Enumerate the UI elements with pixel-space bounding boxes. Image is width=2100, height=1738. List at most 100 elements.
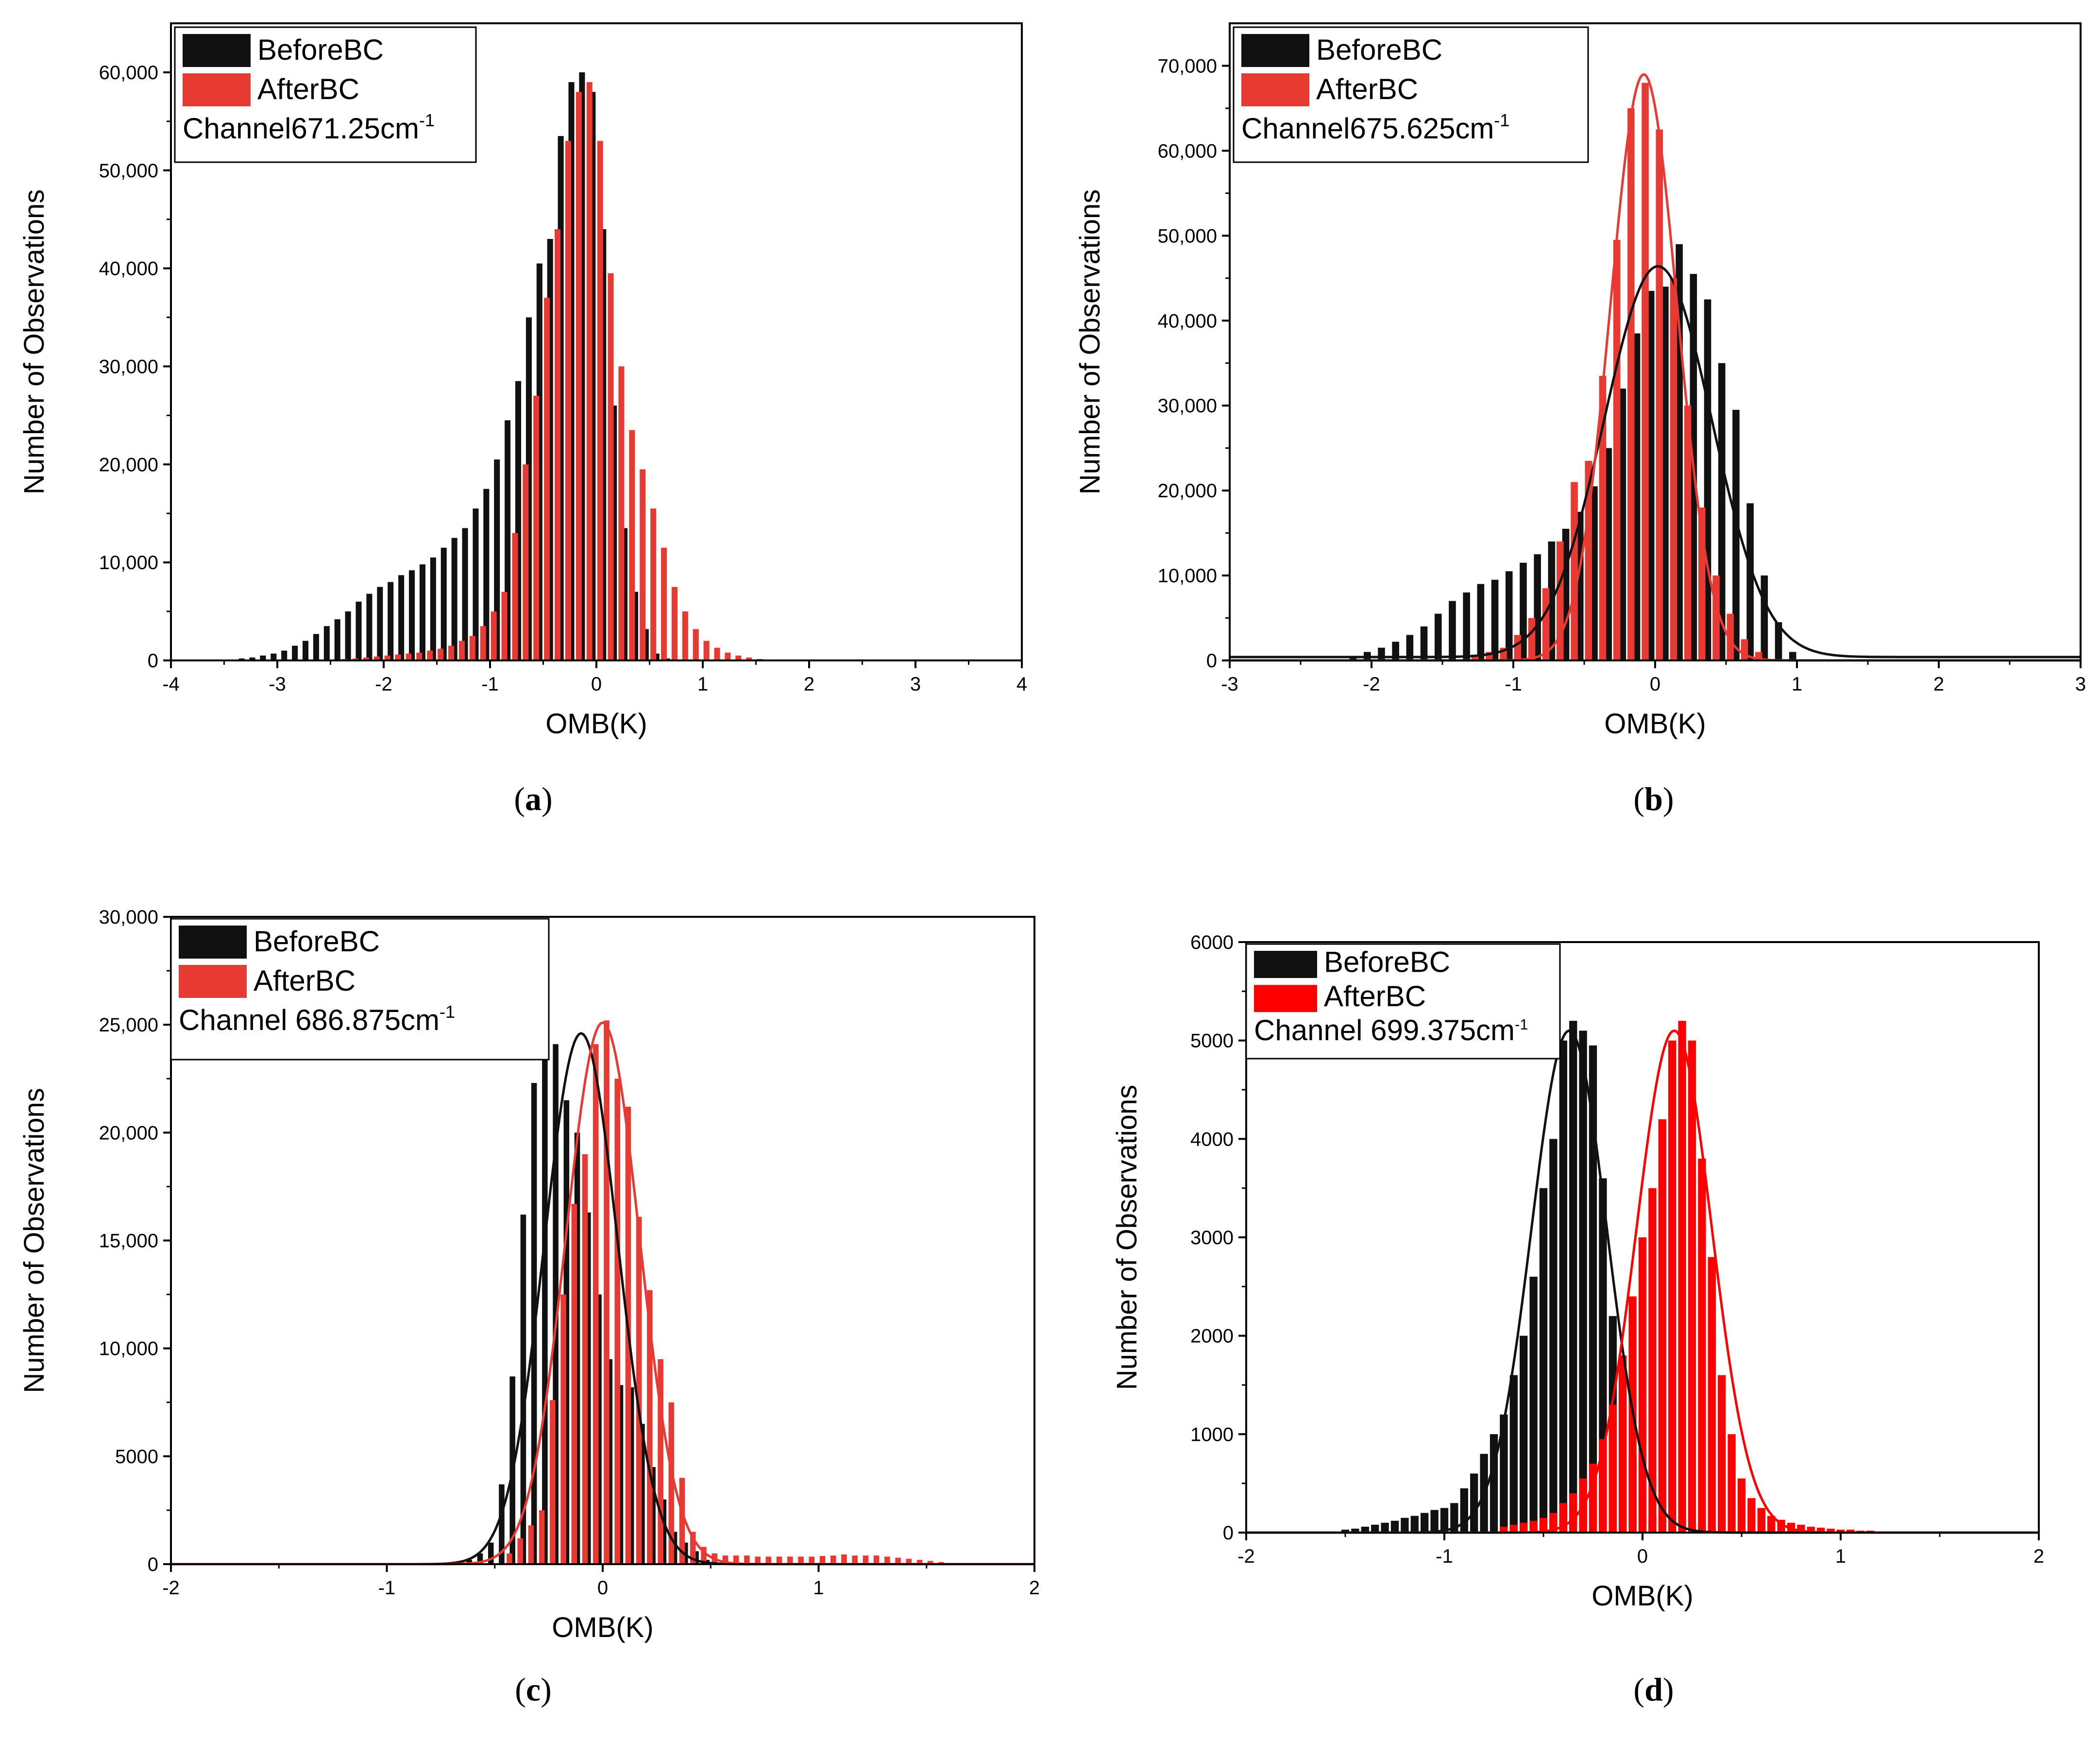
x-tick-label: -1 <box>378 1577 396 1599</box>
after-fit-curve <box>171 1021 1034 1566</box>
before-bar <box>1430 1510 1439 1533</box>
before-bar <box>596 1294 602 1564</box>
after-bar <box>735 655 742 660</box>
after-bar <box>1471 656 1479 660</box>
after-bar <box>852 1555 858 1564</box>
after-bar <box>501 591 508 660</box>
after-bar <box>427 650 433 660</box>
after-bar <box>1585 460 1592 660</box>
after-bar <box>682 611 688 660</box>
after-bar <box>448 645 455 660</box>
after-bar <box>1678 1021 1686 1533</box>
before-bar <box>1718 363 1726 660</box>
before-bar <box>377 587 383 660</box>
legend: BeforeBC AfterBC Channel 699.375cm-1 <box>1245 943 1561 1060</box>
after-bar <box>841 1554 847 1564</box>
y-tick-label: 3000 <box>1190 1227 1234 1249</box>
x-axis-label: OMB(K) <box>1592 1580 1693 1612</box>
after-bar <box>863 1555 869 1564</box>
legend: BeforeBC AfterBC Channel675.625cm-1 <box>1233 26 1589 163</box>
after-bar <box>1514 635 1522 660</box>
before-bar <box>323 626 330 660</box>
after-bar <box>787 1556 793 1564</box>
y-tick-label: 30,000 <box>99 907 158 928</box>
after-bar <box>512 533 518 660</box>
before-bar <box>1390 1520 1399 1533</box>
after-bar <box>636 1216 642 1564</box>
legend-label-before: BeforeBC <box>257 34 384 66</box>
before-bar <box>542 1040 548 1564</box>
before-bar <box>1576 511 1584 660</box>
before-bar <box>628 1387 634 1564</box>
axis-ticks: -4 -3 -2 -1 0 1 2 3 4 0 10,000 20,000 30,000 40,000 50… <box>99 62 1027 695</box>
legend-channel-label: Channel 686.875cm-1 <box>179 1002 455 1036</box>
after-bar <box>776 1556 782 1564</box>
before-bar <box>334 619 340 660</box>
after-bar <box>469 636 475 660</box>
after-bar <box>1747 1498 1756 1533</box>
after-bar <box>640 469 646 660</box>
panel-caption: (d) <box>1633 1671 1674 1708</box>
before-bar <box>553 1044 559 1564</box>
x-tick-label: 2 <box>1029 1577 1040 1599</box>
after-bar <box>701 1547 707 1564</box>
after-bar <box>1569 1493 1577 1533</box>
after-bar <box>755 1556 761 1564</box>
y-tick-label: 4000 <box>1190 1129 1234 1150</box>
after-bar <box>647 1290 653 1564</box>
caption-open: ( <box>1633 1671 1644 1708</box>
before-bar <box>520 1215 526 1564</box>
caption-open: ( <box>514 780 525 817</box>
after-bar <box>1708 1257 1716 1533</box>
before-bar <box>345 611 351 660</box>
y-tick-label: 60,000 <box>1158 140 1217 162</box>
before-bar <box>398 575 405 660</box>
after-bar <box>458 641 465 660</box>
before-bar <box>477 1553 483 1564</box>
after-bar <box>746 657 752 660</box>
after-bar <box>1638 1237 1647 1533</box>
after-bar <box>555 229 561 660</box>
legend-channel-label: Channel671.25cm-1 <box>183 110 435 145</box>
channel-name: Channel671.25cm <box>183 112 419 145</box>
y-tick-label: 40,000 <box>1158 310 1217 332</box>
before-bar <box>466 1560 473 1564</box>
after-bar <box>550 1400 556 1564</box>
before-bar <box>1534 554 1541 660</box>
panel-a: -4 -3 -2 -1 0 1 2 3 4 0 10,000 20,000 30,000 40,000 50… <box>18 22 1027 817</box>
y-tick-label: 10,000 <box>99 552 158 574</box>
after-bar <box>671 587 677 660</box>
x-axis-label: OMB(K) <box>552 1612 653 1643</box>
after-bar <box>1542 588 1550 660</box>
y-tick-label: 0 <box>148 1554 158 1575</box>
y-tick-label: 60,000 <box>99 62 158 84</box>
legend-swatch-after <box>1241 73 1309 106</box>
after-bar <box>629 430 635 660</box>
before-bar <box>1520 562 1527 660</box>
after-bar <box>1668 1040 1677 1533</box>
x-tick-label: 1 <box>1792 674 1802 695</box>
y-tick-label: 20,000 <box>99 1122 158 1144</box>
y-tick-label: 5000 <box>115 1446 158 1468</box>
histogram-bars <box>1349 83 1796 661</box>
after-bar <box>565 141 571 661</box>
before-bar <box>607 1359 613 1564</box>
x-tick-label: -1 <box>481 674 499 695</box>
after-bar <box>725 652 731 660</box>
before-bar <box>271 653 277 660</box>
caption-open: ( <box>1633 780 1644 817</box>
y-tick-label: 2000 <box>1190 1326 1234 1347</box>
before-bar <box>1450 1503 1458 1533</box>
y-tick-label: 70,000 <box>1158 55 1217 77</box>
before-bar <box>1569 1021 1577 1533</box>
legend-channel-label: Channel 699.375cm-1 <box>1254 1014 1528 1046</box>
x-tick-label: -4 <box>162 674 180 695</box>
before-bar <box>249 657 255 660</box>
before-bar <box>1378 647 1385 660</box>
legend-swatch-after <box>1254 985 1317 1012</box>
before-bar <box>281 650 288 660</box>
caption-close: ) <box>1663 1671 1674 1708</box>
fit-curves <box>171 1021 1034 1566</box>
before-bar <box>1500 1414 1508 1533</box>
